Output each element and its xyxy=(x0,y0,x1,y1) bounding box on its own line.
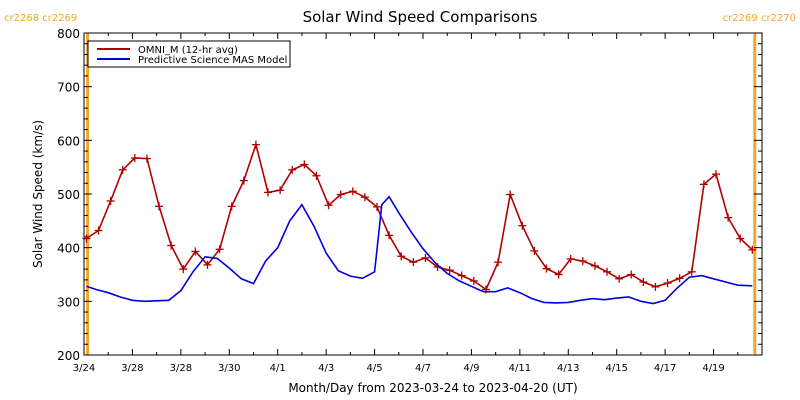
omni-data-point xyxy=(142,154,151,163)
omni-data-point xyxy=(155,202,164,211)
omni-data-point xyxy=(736,234,745,243)
x-tick-label: 3/28 xyxy=(121,363,143,374)
omni-data-point xyxy=(651,282,660,291)
omni-data-point xyxy=(118,165,127,174)
y-tick-label: 500 xyxy=(57,188,80,202)
omni-data-point xyxy=(663,279,672,288)
x-tick-label: 4/7 xyxy=(415,363,431,374)
chart-title: Solar Wind Speed Comparisons xyxy=(303,8,538,26)
omni-data-point xyxy=(542,264,551,273)
omni-data-point xyxy=(494,258,503,267)
legend-label-omni: OMNI_M (12-hr avg) xyxy=(138,45,238,56)
omni-data-point xyxy=(421,253,430,262)
omni-data-point xyxy=(457,271,466,280)
omni-data-point xyxy=(336,190,345,199)
omni-data-point xyxy=(82,234,91,243)
omni-data-point xyxy=(397,252,406,261)
omni-data-point xyxy=(288,165,297,174)
omni-data-point xyxy=(687,267,696,276)
omni-data-point xyxy=(615,274,624,283)
omni-data-point xyxy=(578,257,587,266)
x-tick-label: 4/19 xyxy=(702,363,724,374)
x-tick-label: 4/17 xyxy=(654,363,676,374)
omni-data-point xyxy=(627,270,636,279)
omni-data-point xyxy=(469,276,478,285)
omni-data-point xyxy=(348,187,357,196)
omni-data-point xyxy=(554,270,563,279)
omni-data-point xyxy=(215,245,224,254)
omni-data-point xyxy=(324,201,333,210)
x-axis-label: Month/Day from 2023-03-24 to 2023-04-20 … xyxy=(288,381,577,395)
omni-data-point xyxy=(264,188,273,197)
omni-data-point xyxy=(748,245,757,254)
omni-data-point xyxy=(191,247,200,256)
omni-data-point xyxy=(239,176,248,185)
y-tick-label: 800 xyxy=(57,27,80,41)
omni-data-point xyxy=(276,186,285,195)
mas-series-line xyxy=(86,195,753,305)
y-tick-label: 700 xyxy=(57,81,80,95)
omni-data-point xyxy=(566,254,575,263)
legend-box xyxy=(87,40,291,68)
x-tick-label: 4/9 xyxy=(463,363,479,374)
omni-data-point xyxy=(724,213,733,222)
omni-data-point xyxy=(251,140,260,149)
y-tick-label: 300 xyxy=(57,295,80,309)
y-axis-label: Solar Wind Speed (km/s) xyxy=(31,120,45,268)
y-tick-label: 200 xyxy=(57,349,80,363)
omni-data-point xyxy=(385,231,394,240)
x-tick-label: 4/15 xyxy=(605,363,627,374)
omni-data-point xyxy=(506,190,515,199)
x-tick-label: 4/11 xyxy=(509,363,531,374)
omni-data-point xyxy=(675,274,684,283)
x-tick-label: 4/1 xyxy=(270,363,286,374)
y-tick-label: 400 xyxy=(57,242,80,256)
omni-data-point xyxy=(372,202,381,211)
legend: OMNI_M (12-hr avg) Predictive Science MA… xyxy=(87,40,291,68)
omni-data-point xyxy=(445,266,454,275)
y-tick-label: 600 xyxy=(57,134,80,148)
omni-data-point xyxy=(518,221,527,230)
omni-data-point xyxy=(312,171,321,180)
omni-data-point xyxy=(106,196,115,205)
omni-data-point xyxy=(94,226,103,235)
omni-data-point xyxy=(179,265,188,274)
omni-data-point xyxy=(711,170,720,179)
omni-data-point xyxy=(590,261,599,270)
x-tick-label: 4/5 xyxy=(367,363,383,374)
x-tick-label: 4/13 xyxy=(557,363,579,374)
x-tick-label: 3/24 xyxy=(73,363,95,374)
omni-data-point xyxy=(300,160,309,169)
carrington-label: cr2269 cr2270 xyxy=(723,13,796,24)
x-tick-label: 3/30 xyxy=(218,363,240,374)
plot-frame xyxy=(83,32,763,356)
omni-data-point xyxy=(530,246,539,255)
omni-series-line xyxy=(85,141,753,291)
x-tick-label: 3/28 xyxy=(170,363,192,374)
carrington-label: cr2268 cr2269 xyxy=(4,13,77,24)
omni-data-point xyxy=(227,202,236,211)
omni-data-point xyxy=(130,154,139,163)
omni-data-point xyxy=(603,267,612,276)
omni-data-point xyxy=(639,278,648,287)
omni-data-point xyxy=(409,258,418,267)
x-tick-label: 4/3 xyxy=(318,363,334,374)
omni-data-point xyxy=(203,260,212,269)
legend-label-mas: Predictive Science MAS Model xyxy=(138,55,287,66)
omni-data-point xyxy=(167,241,176,250)
omni-data-point xyxy=(360,193,369,202)
omni-data-point xyxy=(699,180,708,189)
